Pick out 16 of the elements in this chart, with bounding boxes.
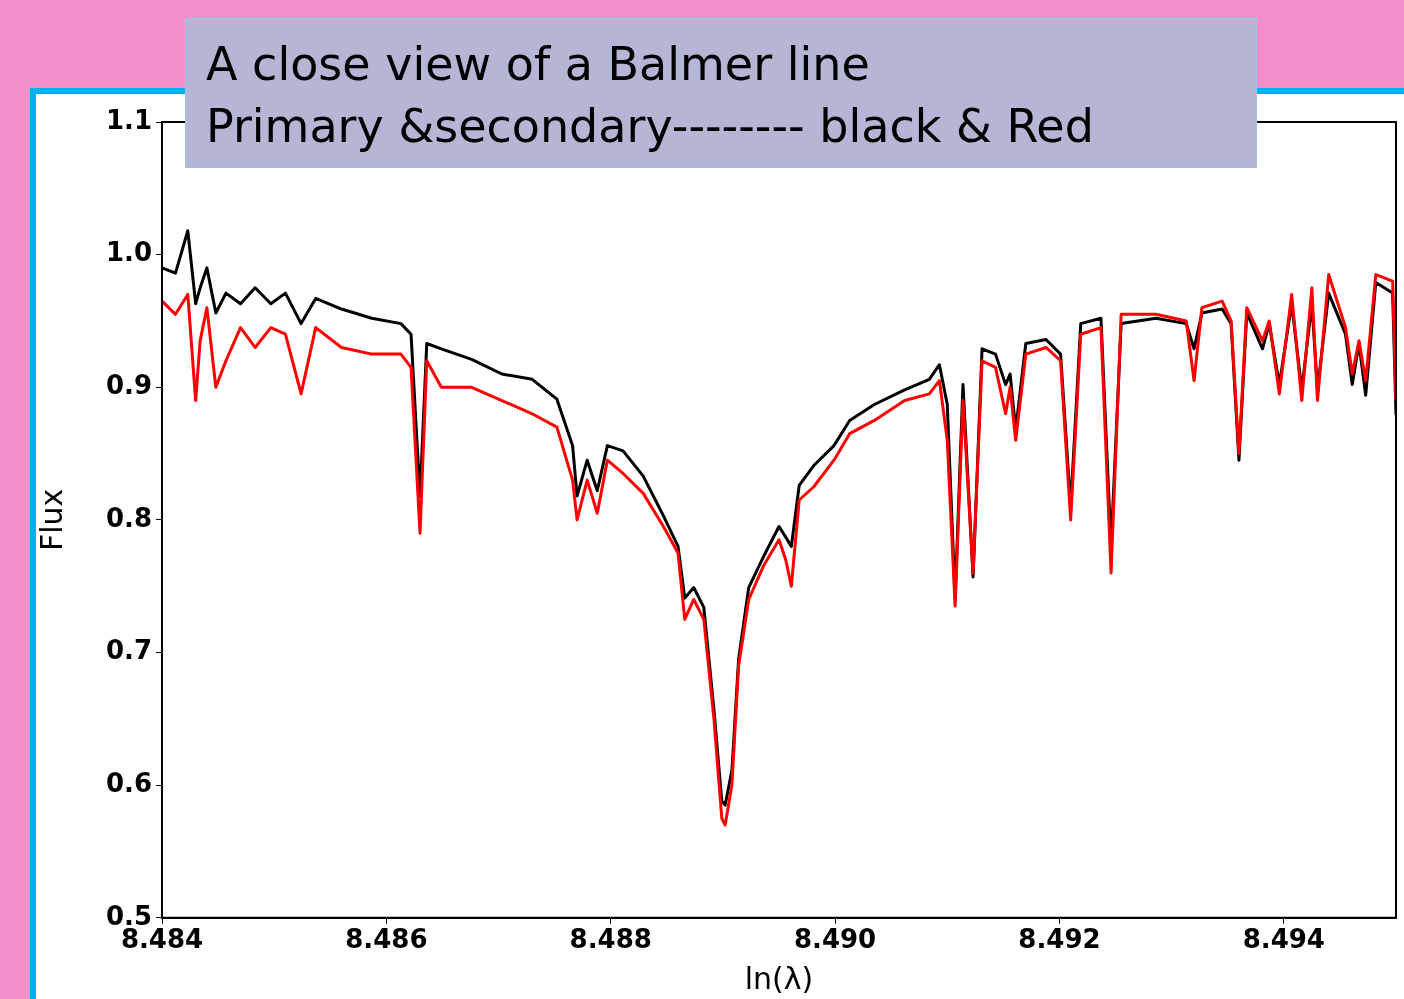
chart-title: A close view of a Balmer line: [206, 36, 871, 93]
x-tick-label: 8.494: [1242, 924, 1325, 955]
y-tick-label: 1.1: [105, 104, 152, 135]
x-tick-label: 8.492: [1018, 924, 1101, 955]
title-panel: A close view of a Balmer line Primary &secondary-------- black & Red: [185, 18, 1257, 168]
x-tick-label: 8.488: [569, 924, 652, 955]
y-tick-label: 0.9: [105, 370, 152, 401]
chart-subtitle: Primary &secondary-------- black & Red: [206, 98, 1095, 155]
x-axis-title: ln(λ): [744, 960, 814, 996]
y-axis-title: Flux: [33, 488, 69, 552]
x-tick-label: 8.486: [345, 924, 428, 955]
y-tick-label: 0.7: [105, 635, 152, 666]
y-tick-label: 0.8: [105, 502, 152, 533]
y-tick-label: 1.0: [105, 237, 152, 268]
x-tick-label: 8.490: [793, 924, 877, 955]
y-tick-label: 0.6: [105, 767, 152, 798]
